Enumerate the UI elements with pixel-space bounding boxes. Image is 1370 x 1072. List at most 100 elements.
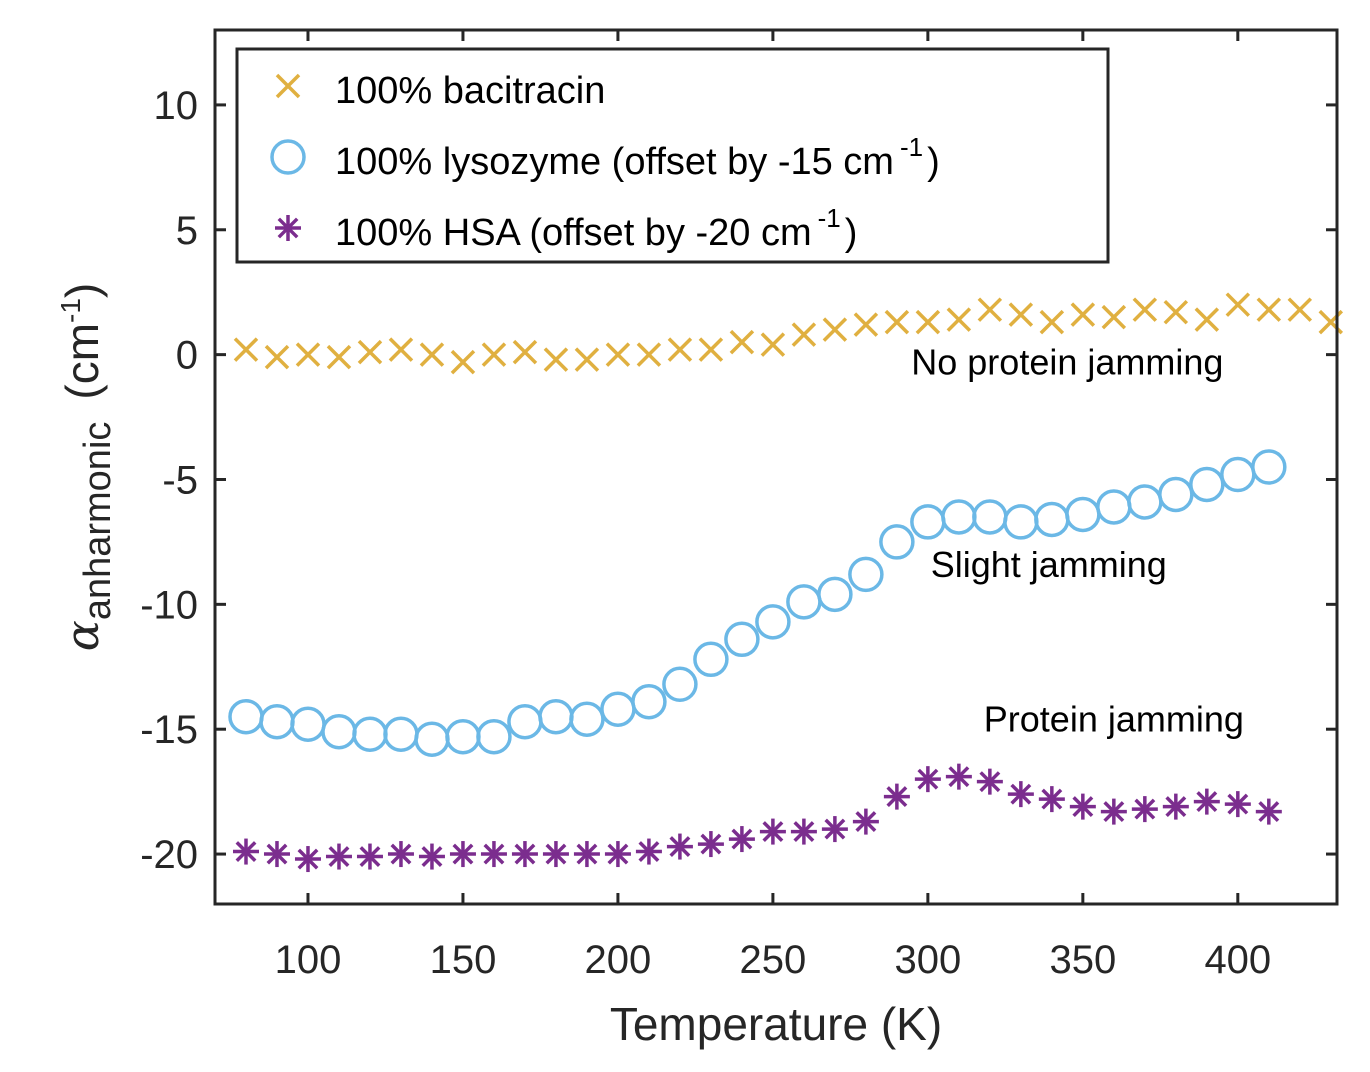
data-point	[326, 344, 352, 370]
legend-label-lysozyme-sup: -1	[900, 132, 923, 162]
annotations-layer: No protein jamming Slight jamming Protein …	[911, 342, 1244, 740]
x-tick-label: 250	[740, 938, 807, 982]
x-tick-label: 200	[585, 938, 652, 982]
data-point	[662, 666, 698, 703]
x-tick-label: 100	[275, 938, 342, 982]
y-axis-symbol: α	[55, 620, 109, 651]
data-point	[915, 309, 941, 335]
data-point	[883, 783, 910, 810]
data-point	[512, 339, 538, 365]
y-axis-unit-close: )	[56, 283, 108, 298]
data-point	[914, 766, 941, 793]
series-hsa	[232, 763, 1282, 873]
data-point	[853, 312, 879, 337]
data-point	[1162, 793, 1189, 820]
data-point	[790, 818, 817, 845]
y-tick-label: -15	[140, 708, 198, 752]
data-point	[233, 337, 259, 362]
legend-box	[235, 47, 1110, 264]
data-point	[325, 843, 352, 870]
data-point	[977, 297, 1003, 322]
x-tick-label: 150	[430, 938, 497, 982]
legend-marker-hsa	[275, 215, 301, 241]
data-point	[604, 841, 631, 868]
data-point	[945, 763, 972, 790]
data-point	[636, 342, 662, 367]
data-point	[698, 337, 724, 362]
data-point	[605, 342, 631, 367]
y-tick-label: 5	[176, 209, 198, 253]
y-tick-label: -20	[140, 833, 198, 877]
data-point	[635, 838, 662, 865]
data-point	[356, 843, 383, 870]
data-point	[631, 683, 667, 720]
data-point	[884, 309, 910, 335]
data-point	[1038, 786, 1065, 813]
data-point	[852, 808, 879, 835]
data-point	[264, 344, 290, 370]
svg-text:αanharmonic(cm-1): αanharmonic (cm-1)	[55, 283, 119, 652]
legend-marker-symbol	[270, 139, 306, 175]
y-axis-unit-sup: -1	[55, 298, 86, 323]
series-bacitracin	[233, 292, 1344, 375]
data-point	[759, 818, 786, 845]
data-point	[449, 841, 476, 868]
data-point	[724, 621, 760, 658]
data-point	[1007, 781, 1034, 808]
legend-label-lysozyme-close: )	[927, 141, 940, 183]
data-point	[1039, 309, 1065, 335]
y-axis-title: αanharmonic (cm-1)	[55, 283, 119, 652]
legend-marker-symbol	[275, 73, 301, 99]
data-point	[232, 838, 259, 865]
data-point	[388, 337, 414, 362]
data-point	[1158, 476, 1194, 513]
data-point	[1194, 307, 1220, 332]
legend-marker-lysozyme	[270, 139, 306, 175]
data-point	[693, 641, 729, 678]
ticks-layer: 100 150 200 250 300 350 400 -20 -15 -10 -5 0 5 10	[140, 30, 1337, 982]
y-tick-label: -5	[162, 458, 198, 502]
y-tick-label: 0	[176, 334, 198, 378]
data-point	[791, 322, 817, 347]
data-point	[1251, 449, 1287, 485]
x-axis-title: Temperature (K)	[610, 998, 942, 1050]
data-point	[666, 833, 693, 860]
data-point	[543, 347, 569, 372]
x-tick-label: 350	[1049, 938, 1116, 982]
y-axis-unit: (cm	[56, 323, 108, 400]
data-point	[1225, 292, 1251, 317]
data-point	[1070, 302, 1096, 327]
data-point	[294, 846, 321, 873]
svg-text:100% HSA (offset by -20 cm-1): 100% HSA (offset by -20 cm -1)	[335, 203, 857, 254]
data-point	[760, 332, 786, 357]
svg-text:100% lysozyme (offset by -15 c: 100% lysozyme (offset by -15 cm -1)	[335, 132, 940, 183]
data-point	[542, 841, 569, 868]
data-point	[481, 342, 507, 367]
annotation-label: Protein jamming	[984, 699, 1244, 740]
data-point	[755, 604, 791, 640]
data-point	[697, 831, 724, 858]
data-point	[1287, 297, 1313, 322]
data-point	[295, 342, 321, 367]
x-tick-label: 300	[894, 938, 961, 982]
data-point	[976, 768, 1003, 795]
legend-label-bacitracin: 100% bacitracin	[335, 70, 605, 112]
y-axis-subscript: anharmonic	[77, 422, 119, 621]
data-point	[1256, 297, 1282, 322]
data-point	[1189, 466, 1225, 503]
data-point	[511, 841, 538, 868]
data-point	[946, 307, 972, 332]
data-point	[1100, 798, 1127, 825]
data-point	[450, 349, 476, 375]
data-point	[1069, 793, 1096, 820]
data-point	[418, 843, 445, 870]
legend-label-lysozyme: 100% lysozyme (offset by -15 cm	[335, 141, 894, 183]
data-point	[476, 718, 512, 755]
legend: 100% bacitracin 100% lysozyme (offset by…	[235, 47, 1110, 264]
data-point	[1101, 304, 1127, 330]
annotation-label: Slight jamming	[931, 544, 1167, 585]
data-point	[357, 339, 383, 365]
legend-marker-symbol	[275, 215, 301, 241]
data-point	[419, 342, 445, 367]
